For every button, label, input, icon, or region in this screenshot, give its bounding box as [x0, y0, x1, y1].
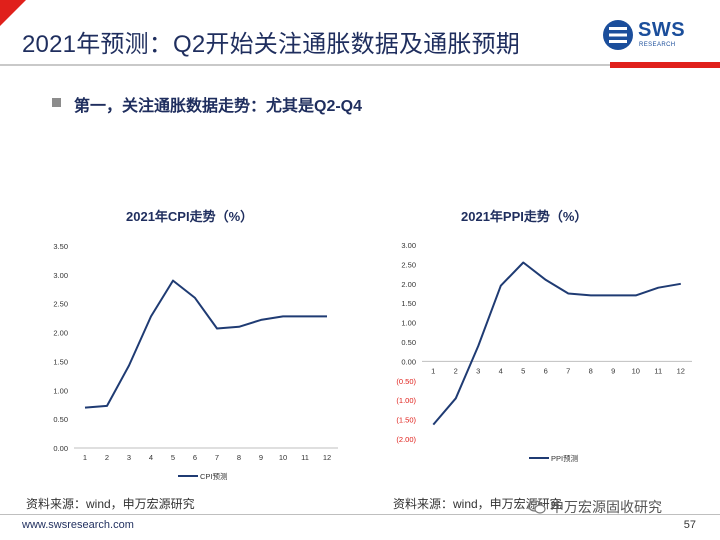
y-tick-label: 1.50	[53, 357, 68, 366]
x-tick-label: 11	[301, 453, 309, 462]
y-tick-label: 3.00	[53, 271, 68, 280]
y-tick-label: (2.00)	[396, 435, 416, 444]
y-tick-label: 3.00	[401, 241, 416, 250]
y-tick-label: 1.00	[53, 386, 68, 395]
header-divider	[0, 64, 720, 66]
x-tick-label: 3	[476, 366, 480, 375]
x-tick-label: 11	[654, 366, 662, 375]
y-tick-label: 2.00	[401, 280, 416, 289]
x-tick-label: 9	[611, 366, 615, 375]
sws-logo-icon	[603, 20, 633, 50]
corner-accent	[0, 0, 26, 26]
legend-label: PPI预测	[551, 453, 578, 463]
x-tick-label: 5	[171, 453, 175, 462]
x-tick-label: 10	[279, 453, 287, 462]
page-number: 57	[683, 519, 696, 531]
series-line	[84, 279, 327, 409]
y-tick-label: 2.50	[53, 300, 68, 309]
cpi-chart: 0.000.501.001.502.002.503.003.501 2 3 4 5 6 7 8…	[53, 242, 338, 481]
x-tick-label: 6	[193, 453, 197, 462]
sws-logo: SWS RESEARCH	[602, 18, 686, 54]
y-tick-label: 0.00	[401, 357, 416, 366]
watermark-text: 申万宏源固收研究	[550, 499, 662, 515]
x-tick-label: 2	[454, 366, 458, 375]
logo-subtext: RESEARCH	[639, 42, 676, 48]
cpi-chart-title: 2021年CPI走势（%）	[126, 209, 254, 224]
x-tick-label: 7	[566, 366, 570, 375]
x-tick-label: 12	[323, 453, 331, 462]
x-tick-label: 1	[431, 366, 435, 375]
y-tick-label: 2.50	[401, 260, 416, 269]
y-tick-label: 1.00	[401, 319, 416, 328]
logo-text: SWS	[638, 19, 686, 41]
x-tick-label: 7	[215, 453, 219, 462]
x-tick-label: 8	[589, 366, 593, 375]
x-tick-label: 12	[677, 366, 685, 375]
x-tick-label: 4	[149, 453, 153, 462]
ppi-chart: (2.00) (1.50) (1.00) (0.50) 0.00 0.50 1.00 1.50…	[396, 241, 692, 463]
x-tick-label: 10	[632, 366, 640, 375]
y-tick-label: (0.50)	[396, 377, 416, 386]
x-tick-label: 5	[521, 366, 525, 375]
x-tick-label: 8	[237, 453, 241, 462]
source-note-left: 资料来源：wind，申万宏源研究	[26, 497, 195, 511]
y-tick-label: 3.50	[53, 242, 68, 251]
source-note-right: 资料来源：wind，申万宏源研究	[393, 497, 562, 511]
wechat-icon	[528, 500, 546, 514]
y-tick-label: 2.00	[53, 329, 68, 338]
footer-divider	[0, 514, 720, 515]
x-tick-label: 3	[127, 453, 131, 462]
x-tick-label: 1	[83, 453, 87, 462]
series-line	[432, 261, 681, 426]
bullet-heading: 第一，关注通胀数据走势：尤其是Q2-Q4	[74, 98, 363, 115]
bullet-marker	[52, 98, 61, 107]
page-title: 2021年预测：Q2开始关注通胀数据及通胀预期	[22, 31, 521, 58]
legend-label: CPI预测	[200, 471, 228, 481]
y-tick-label: 1.50	[401, 299, 416, 308]
x-tick-label: 9	[259, 453, 263, 462]
y-tick-label: (1.50)	[396, 416, 416, 425]
footer-url: www.swsresearch.com	[22, 519, 134, 531]
y-tick-label: 0.50	[53, 415, 68, 424]
header-accent-bar	[610, 62, 720, 68]
x-tick-label: 2	[105, 453, 109, 462]
y-tick-label: 0.00	[53, 444, 68, 453]
y-tick-label: 0.50	[401, 338, 416, 347]
y-tick-label: (1.00)	[396, 396, 416, 405]
ppi-chart-title: 2021年PPI走势（%）	[461, 209, 588, 224]
x-tick-label: 6	[544, 366, 548, 375]
x-tick-label: 4	[499, 366, 503, 375]
